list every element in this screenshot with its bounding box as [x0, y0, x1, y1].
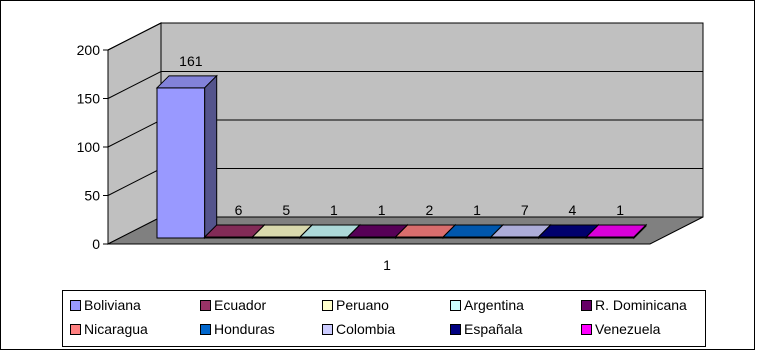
y-tick-label: 50: [84, 188, 100, 204]
legend-swatch: [581, 324, 592, 335]
data-label: 161: [179, 53, 203, 69]
chart-legend: Boliviana Ecuador Peruano Argentina R. Domin…: [62, 290, 706, 347]
legend-swatch: [200, 300, 211, 311]
legend-swatch: [322, 300, 333, 311]
y-tick-label: 0: [92, 236, 100, 252]
bar-side: [633, 223, 647, 240]
data-label: 1: [378, 202, 386, 218]
bar-side: [204, 74, 218, 240]
data-label: 6: [235, 202, 243, 218]
legend-swatch: [581, 300, 592, 311]
legend-swatch: [70, 300, 81, 311]
data-label: 2: [425, 202, 433, 218]
legend-label: R. Dominicana: [595, 297, 687, 313]
legend-swatch: [322, 324, 333, 335]
gridline: [107, 22, 703, 51]
legend-label: Peruano: [336, 297, 389, 313]
data-label: 1: [330, 202, 338, 218]
gridline: [107, 71, 703, 99]
x-category-label: 1: [383, 257, 391, 273]
y-tick-label: 200: [77, 42, 101, 58]
legend-swatch: [70, 324, 81, 335]
legend-label: Españala: [464, 321, 523, 337]
data-label: 1: [473, 202, 481, 218]
data-label: 1: [616, 202, 624, 218]
data-label: 7: [521, 202, 529, 218]
legend-label: Ecuador: [214, 297, 267, 313]
legend-label: Nicaragua: [84, 321, 148, 337]
bar-venezuela: [585, 223, 648, 240]
bar-front: [156, 87, 206, 239]
legend-label: Honduras: [214, 321, 275, 337]
legend-label: Colombia: [336, 321, 396, 337]
y-tick-label: 150: [77, 91, 101, 107]
legend-label: Venezuela: [595, 321, 661, 337]
legend-swatch: [200, 324, 211, 335]
legend-swatch: [450, 324, 461, 335]
data-label: 4: [569, 202, 577, 218]
legend-label: Argentina: [464, 297, 524, 313]
legend-swatch: [450, 300, 461, 311]
y-tick-label: 100: [77, 139, 101, 155]
bar-boliviana: [155, 74, 218, 240]
data-label: 5: [282, 202, 290, 218]
legend-label: Boliviana: [84, 297, 141, 313]
